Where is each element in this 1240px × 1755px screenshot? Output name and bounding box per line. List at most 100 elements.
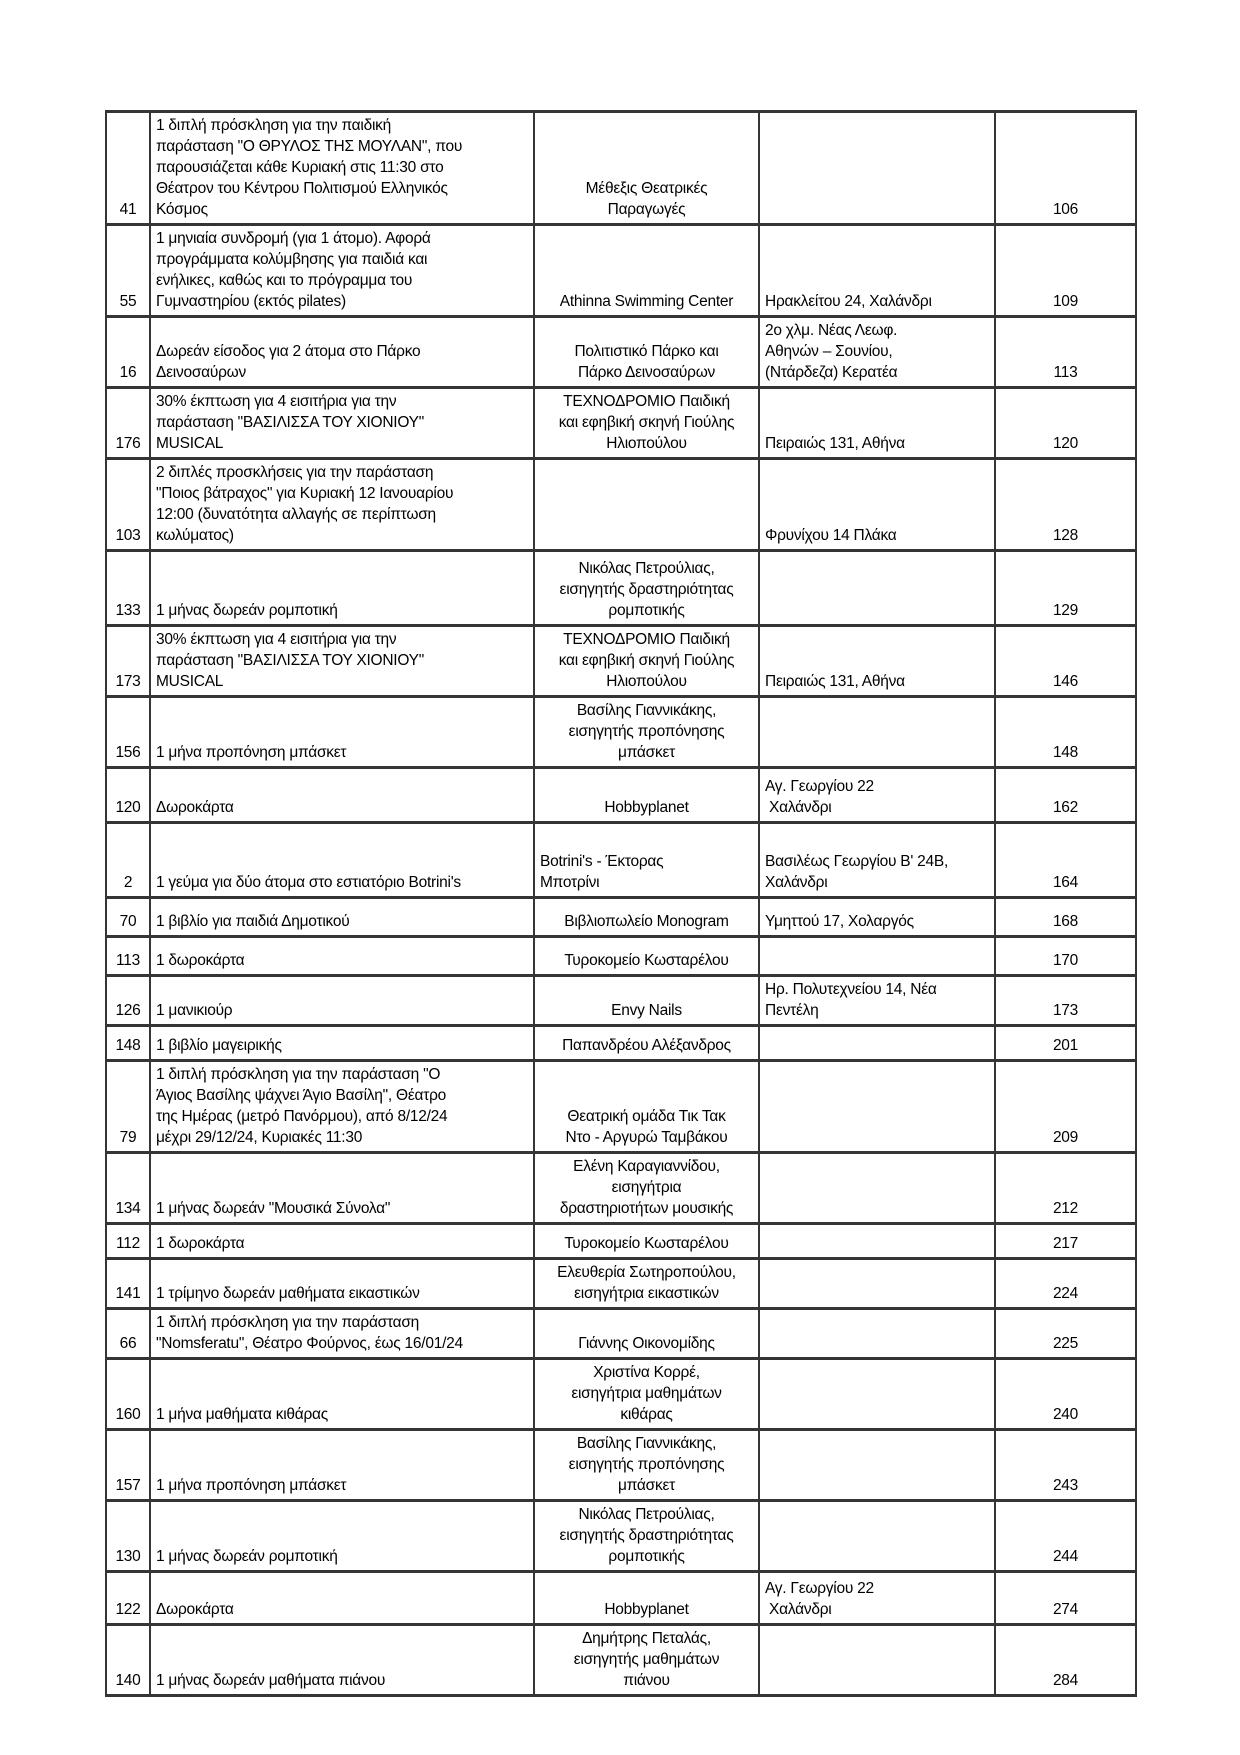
id-cell: 122 <box>105 1570 151 1626</box>
description-cell: 1 βιβλίο μαγειρικής <box>149 1024 535 1062</box>
provider-cell: Hobbyplanet <box>533 1570 760 1626</box>
table-row: 130 1 μήνας δωρεάν ρομποτική Νικόλας Πετρο… <box>105 1499 1137 1573</box>
description-cell: 1 διπλή πρόσκληση για την παιδική παράστ… <box>149 110 535 226</box>
value-cell: 106 <box>994 110 1137 226</box>
address-cell: Φρυνίχου 14 Πλάκα <box>758 457 996 552</box>
table-row: 70 1 βιβλίο για παιδιά Δημοτικού Βιβλιοπωλ… <box>105 896 1137 938</box>
id-cell: 160 <box>105 1357 151 1431</box>
provider-cell: ΤΕΧΝΟΔΡΟΜΙΟ Παιδική και εφηβική σκηνή Γι… <box>533 624 760 698</box>
table-row: 133 1 μήνας δωρεάν ρομποτική Νικόλας Πετρο… <box>105 549 1137 627</box>
id-cell: 156 <box>105 695 151 769</box>
id-cell: 126 <box>105 974 151 1027</box>
description-cell: 2 διπλές προσκλήσεις για την παράσταση "… <box>149 457 535 552</box>
address-cell: Αγ. Γεωργίου 22 Χαλάνδρι <box>758 766 996 824</box>
description-cell: 1 μήνα μαθήματα κιθάρας <box>149 1357 535 1431</box>
table-row: 66 1 διπλή πρόσκληση για την παράσταση "N… <box>105 1307 1137 1360</box>
provider-cell: Ελευθερία Σωτηροπούλου, εισηγήτρια εικασ… <box>533 1257 760 1310</box>
value-cell: 209 <box>994 1059 1137 1154</box>
description-cell: Δωροκάρτα <box>149 1570 535 1626</box>
description-cell: Δωροκάρτα <box>149 766 535 824</box>
description-cell: Δωρεάν είσοδος για 2 άτομα στο Πάρκο Δει… <box>149 315 535 389</box>
provider-cell: Παπανδρέου Αλέξανδρος <box>533 1024 760 1062</box>
description-cell: 1 βιβλίο για παιδιά Δημοτικού <box>149 896 535 938</box>
address-cell: Υμηττού 17, Χολαργός <box>758 896 996 938</box>
table-row: 120 Δωροκάρτα Hobbyplanet Αγ. Γεωργίου 22 Χ… <box>105 766 1137 824</box>
description-cell: 1 δωροκάρτα <box>149 1222 535 1260</box>
table-row: 41 1 διπλή πρόσκληση για την παιδική παρά… <box>105 110 1137 226</box>
provider-cell: Botrini's - Έκτορας Μποτρίνι <box>533 821 760 899</box>
id-cell: 130 <box>105 1499 151 1573</box>
description-cell: 1 διπλή πρόσκληση για την παράσταση "Ο Ά… <box>149 1059 535 1154</box>
table-row: 103 2 διπλές προσκλήσεις για την παράστασ… <box>105 457 1137 552</box>
description-cell: 1 μήνα προπόνηση μπάσκετ <box>149 1428 535 1502</box>
address-cell <box>758 549 996 627</box>
id-cell: 41 <box>105 110 151 226</box>
id-cell: 176 <box>105 386 151 460</box>
table-row: 140 1 μήνας δωρεάν μαθήματα πιάνου Δημήτρη… <box>105 1623 1137 1697</box>
table-row: 113 1 δωροκάρτα Τυροκομείο Κωσταρέλου 170 <box>105 935 1137 977</box>
id-cell: 148 <box>105 1024 151 1062</box>
table-row: 157 1 μήνα προπόνηση μπάσκετ Βασίλης Γιανν… <box>105 1428 1137 1502</box>
description-cell: 1 μήνας δωρεάν μαθήματα πιάνου <box>149 1623 535 1697</box>
table-row: 79 1 διπλή πρόσκληση για την παράσταση "Ο… <box>105 1059 1137 1154</box>
value-cell: 120 <box>994 386 1137 460</box>
address-cell <box>758 695 996 769</box>
address-cell <box>758 1024 996 1062</box>
id-cell: 113 <box>105 935 151 977</box>
value-cell: 240 <box>994 1357 1137 1431</box>
address-cell <box>758 1357 996 1431</box>
value-cell: 201 <box>994 1024 1137 1062</box>
value-cell: 128 <box>994 457 1137 552</box>
value-cell: 148 <box>994 695 1137 769</box>
description-cell: 1 μήνας δωρεάν ρομποτική <box>149 549 535 627</box>
provider-cell: Θεατρική ομάδα Τικ Τακ Ντο - Αργυρώ Ταμβ… <box>533 1059 760 1154</box>
value-cell: 244 <box>994 1499 1137 1573</box>
address-cell <box>758 1499 996 1573</box>
id-cell: 66 <box>105 1307 151 1360</box>
offers-table-body: 41 1 διπλή πρόσκληση για την παιδική παρά… <box>105 110 1137 1697</box>
table-row: 55 1 μηνιαία συνδρομή (για 1 άτομο). Αφορ… <box>105 223 1137 318</box>
offers-table: 41 1 διπλή πρόσκληση για την παιδική παρά… <box>105 110 1137 1697</box>
description-cell: 1 γεύμα για δύο άτομα στο εστιατόριο Bot… <box>149 821 535 899</box>
table-row: 156 1 μήνα προπόνηση μπάσκετ Βασίλης Γιανν… <box>105 695 1137 769</box>
id-cell: 112 <box>105 1222 151 1260</box>
table-row: 16 Δωρεάν είσοδος για 2 άτομα στο Πάρκο Δ… <box>105 315 1137 389</box>
id-cell: 16 <box>105 315 151 389</box>
id-cell: 133 <box>105 549 151 627</box>
address-cell <box>758 1059 996 1154</box>
value-cell: 129 <box>994 549 1137 627</box>
address-cell <box>758 1623 996 1697</box>
provider-cell: Βασίλης Γιαννικάκης, εισηγητής προπόνηση… <box>533 1428 760 1502</box>
address-cell: Ηρακλείτου 24, Χαλάνδρι <box>758 223 996 318</box>
provider-cell: Μέθεξις Θεατρικές Παραγωγές <box>533 110 760 226</box>
address-cell <box>758 1307 996 1360</box>
description-cell: 1 μανικιούρ <box>149 974 535 1027</box>
value-cell: 162 <box>994 766 1137 824</box>
provider-cell: Βιβλιοπωλείο Monogram <box>533 896 760 938</box>
description-cell: 30% έκπτωση για 4 εισιτήρια για την παρά… <box>149 624 535 698</box>
description-cell: 1 τρίμηνο δωρεάν μαθήματα εικαστικών <box>149 1257 535 1310</box>
id-cell: 157 <box>105 1428 151 1502</box>
id-cell: 79 <box>105 1059 151 1154</box>
value-cell: 173 <box>994 974 1137 1027</box>
provider-cell: Hobbyplanet <box>533 766 760 824</box>
id-cell: 70 <box>105 896 151 938</box>
provider-cell: Νικόλας Πετρούλιας, εισηγητής δραστηριότ… <box>533 1499 760 1573</box>
provider-cell: ΤΕΧΝΟΔΡΟΜΙΟ Παιδική και εφηβική σκηνή Γι… <box>533 386 760 460</box>
address-cell: Βασιλέως Γεωργίου Β' 24Β, Χαλάνδρι <box>758 821 996 899</box>
address-cell <box>758 1257 996 1310</box>
id-cell: 134 <box>105 1151 151 1225</box>
table-row: 160 1 μήνα μαθήματα κιθάρας Χριστίνα Κορρέ… <box>105 1357 1137 1431</box>
value-cell: 170 <box>994 935 1137 977</box>
provider-cell: Γιάννης Οικονομίδης <box>533 1307 760 1360</box>
value-cell: 217 <box>994 1222 1137 1260</box>
address-cell <box>758 1428 996 1502</box>
description-cell: 1 μήνας δωρεάν "Μουσικά Σύνολα" <box>149 1151 535 1225</box>
value-cell: 168 <box>994 896 1137 938</box>
value-cell: 212 <box>994 1151 1137 1225</box>
provider-cell: Τυροκομείο Κωσταρέλου <box>533 1222 760 1260</box>
id-cell: 173 <box>105 624 151 698</box>
id-cell: 120 <box>105 766 151 824</box>
